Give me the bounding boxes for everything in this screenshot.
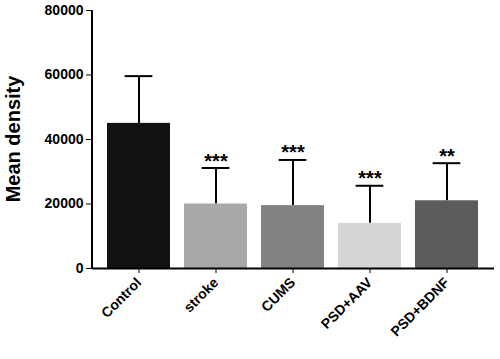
svg-text:PSD+AAV: PSD+AAV (318, 274, 376, 332)
svg-text:80000: 80000 (45, 2, 84, 18)
svg-text:Control: Control (98, 274, 145, 321)
svg-text:20000: 20000 (45, 195, 84, 211)
svg-text:Mean density: Mean density (2, 75, 24, 203)
svg-text:40000: 40000 (45, 131, 84, 147)
svg-text:60000: 60000 (45, 66, 84, 82)
svg-text:stroke: stroke (180, 274, 221, 315)
svg-text:CUMS: CUMS (258, 274, 298, 314)
svg-text:0: 0 (76, 260, 84, 276)
svg-text:PSD+BDNF: PSD+BDNF (387, 274, 452, 339)
